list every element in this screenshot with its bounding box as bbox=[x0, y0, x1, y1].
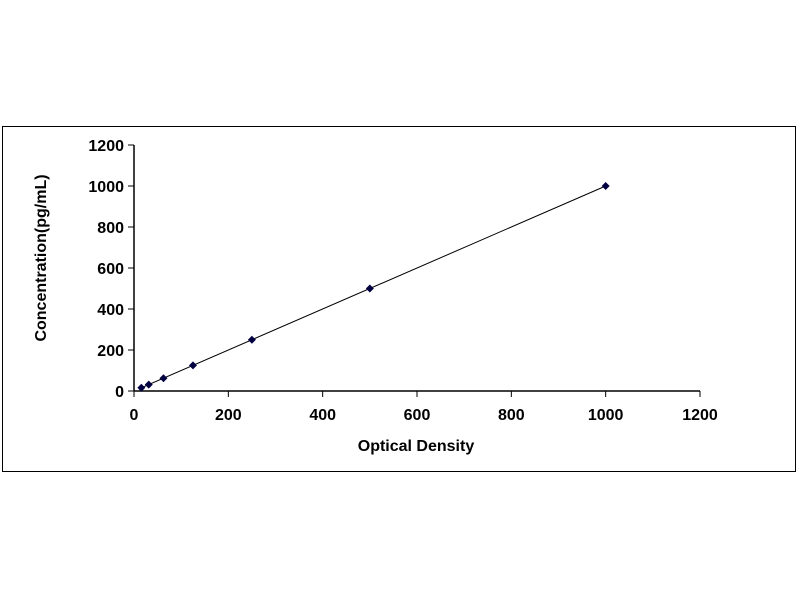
data-point bbox=[188, 361, 197, 370]
y-tick-label: 200 bbox=[97, 343, 124, 360]
x-tick-label: 200 bbox=[215, 407, 242, 424]
data-point bbox=[144, 380, 153, 389]
y-tick-label: 1000 bbox=[88, 179, 124, 196]
x-tick-label: 400 bbox=[309, 407, 336, 424]
data-point bbox=[601, 182, 610, 190]
data-point bbox=[247, 335, 256, 344]
data-point bbox=[159, 374, 168, 383]
y-tick-label: 1200 bbox=[88, 138, 124, 155]
data-point bbox=[365, 284, 374, 293]
y-tick-label: 600 bbox=[97, 261, 124, 278]
x-tick-label: 800 bbox=[498, 407, 525, 424]
x-tick-label: 1000 bbox=[588, 407, 624, 424]
y-tick-label: 800 bbox=[97, 220, 124, 237]
y-tick-label: 0 bbox=[115, 384, 124, 401]
x-axis-label: Optical Density bbox=[358, 438, 475, 455]
x-tick-label: 0 bbox=[130, 407, 139, 424]
y-axis-label: Concentration(pg/mL) bbox=[33, 174, 50, 341]
x-tick-label: 600 bbox=[404, 407, 431, 424]
trendline bbox=[141, 185, 606, 389]
data-point bbox=[137, 383, 146, 392]
chart-frame bbox=[2, 126, 796, 472]
y-tick-label: 400 bbox=[97, 302, 124, 319]
x-tick-label: 1200 bbox=[682, 407, 718, 424]
